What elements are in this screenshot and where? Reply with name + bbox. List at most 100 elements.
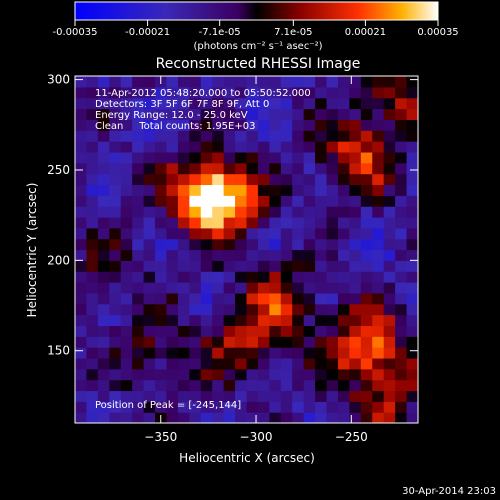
heatmap-cell (326, 303, 339, 316)
heatmap-cell (360, 249, 373, 261)
x-tick-label: −350 (144, 430, 177, 444)
heatmap-cell (97, 271, 110, 283)
heatmap-cell (200, 260, 213, 272)
heatmap-cell (75, 292, 88, 305)
heatmap-cell (383, 292, 396, 305)
heatmap-cell (235, 184, 248, 196)
y-tick-label: 250 (47, 163, 70, 177)
heatmap-cell (75, 162, 88, 175)
annotation-counts: Clean Total counts: 1.95E+03 (95, 121, 255, 132)
heatmap-cell (337, 401, 350, 413)
heatmap-cell (257, 303, 270, 316)
heatmap-cell (292, 379, 305, 392)
heatmap-cell (303, 162, 316, 175)
heatmap-cell (303, 412, 316, 423)
heatmap-cell (75, 401, 88, 413)
heatmap-cell (120, 260, 133, 272)
heatmap-cell (132, 292, 145, 305)
heatmap-cell (189, 76, 202, 88)
chart-title: Reconstructed RHESSI Image (156, 56, 361, 72)
heatmap-cell (292, 130, 305, 142)
heatmap-cell (406, 401, 418, 413)
heatmap-cell (257, 238, 270, 251)
heatmap-cell (132, 249, 145, 261)
heatmap-cell (109, 130, 122, 142)
plot-frame (74, 75, 419, 424)
heatmap-cell (257, 390, 270, 402)
heatmap-cell (292, 238, 305, 251)
heatmap-cell (406, 184, 418, 196)
heatmap-cell (349, 130, 362, 142)
heatmap-cell (292, 292, 305, 305)
heatmap-cell (177, 119, 190, 131)
heatmap-cell (383, 184, 396, 196)
heatmap-cell (200, 303, 213, 316)
heatmap-cell (132, 184, 145, 196)
heatmap-cell (86, 260, 99, 272)
heatmap-cell (326, 141, 339, 153)
heatmap-cell (143, 76, 156, 88)
heatmap-cell (120, 325, 133, 337)
heatmap-cell (143, 314, 156, 327)
heatmap-cell (189, 130, 202, 142)
heatmap-cell (212, 162, 225, 175)
heatmap-cell (349, 184, 362, 196)
heatmap-cell (337, 314, 350, 327)
heatmap-cell (120, 206, 133, 218)
heatmap-cell (372, 271, 385, 283)
heatmap-cell (303, 336, 316, 348)
heatmap-cell (406, 412, 418, 423)
heatmap-cell (120, 368, 133, 381)
heatmap-cell (212, 130, 225, 142)
heatmap-cell (303, 292, 316, 305)
colorbar-tick-label: 0.00035 (417, 27, 458, 38)
heatmap-cell (395, 86, 408, 99)
heatmap-cell (360, 282, 373, 294)
heatmap-cell (303, 184, 316, 196)
heatmap-cell (246, 347, 259, 359)
heatmap-cell (395, 216, 408, 229)
heatmap-cell (269, 271, 282, 283)
heatmap-cell (166, 390, 179, 402)
heatmap-cell (280, 357, 293, 370)
heatmap-cell (143, 325, 156, 337)
heatmap-cell (189, 216, 202, 229)
heatmap-cell (246, 303, 259, 316)
heatmap-cell (166, 260, 179, 272)
heatmap-cell (189, 119, 202, 131)
heatmap-cell (97, 249, 110, 261)
heatmap-cell (337, 227, 350, 240)
heatmap-cell (372, 206, 385, 218)
heatmap-cell (86, 368, 99, 381)
heatmap-cell (337, 195, 350, 207)
heatmap-cell (303, 401, 316, 413)
heatmap-cell (337, 368, 350, 381)
heatmap-cell (406, 282, 418, 294)
heatmap-cell (269, 151, 282, 164)
heatmap-cell (349, 336, 362, 348)
heatmap-cell (372, 119, 385, 131)
heatmap-cell (337, 390, 350, 402)
heatmap-cell (383, 282, 396, 294)
heatmap-cell (212, 271, 225, 283)
heatmap-cell (406, 260, 418, 272)
heatmap-cell (246, 325, 259, 337)
heatmap-cell (292, 368, 305, 381)
heatmap-cell (97, 162, 110, 175)
heatmap-cell (280, 249, 293, 261)
heatmap-cell (372, 390, 385, 402)
heatmap-cell (223, 119, 236, 131)
heatmap-cell (97, 282, 110, 294)
heatmap-cell (383, 108, 396, 120)
heatmap-cell (223, 151, 236, 164)
heatmap-cell (315, 238, 328, 251)
heatmap-cells (75, 76, 418, 423)
heatmap-cell (257, 227, 270, 240)
heatmap-cell (326, 314, 339, 327)
heatmap-cell (292, 173, 305, 186)
heatmap-cell (315, 390, 328, 402)
heatmap-cell (155, 282, 168, 294)
heatmap-cell (109, 216, 122, 229)
x-axis-label: Heliocentric X (arcsec) (179, 451, 315, 465)
heatmap-cell (75, 238, 88, 251)
